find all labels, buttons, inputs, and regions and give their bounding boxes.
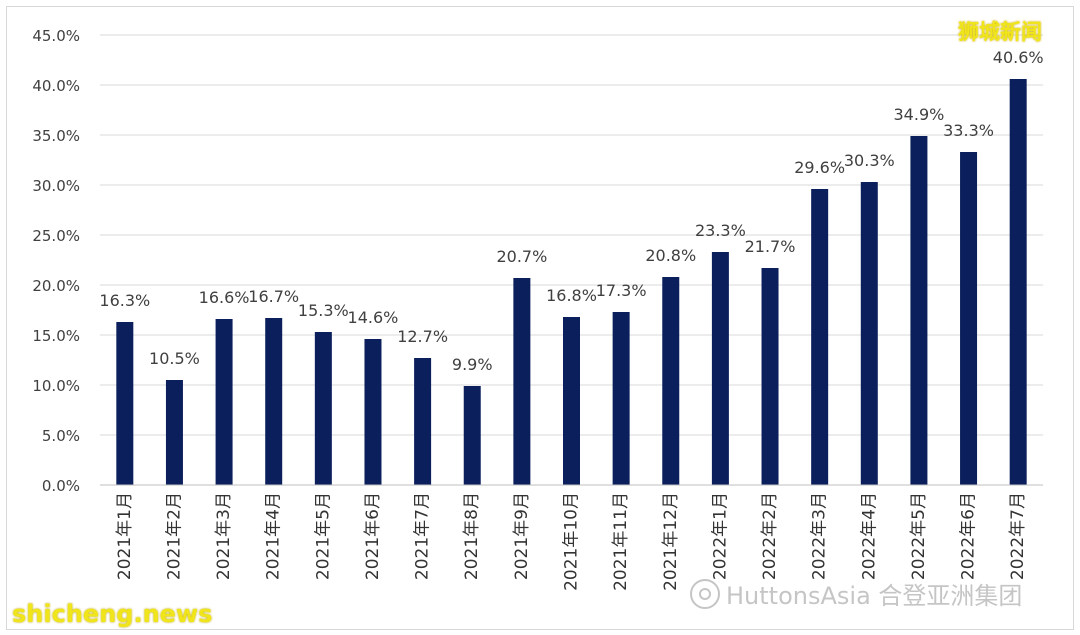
y-tick-label: 40.0%	[32, 77, 80, 95]
x-tick-label: 2021年11月	[611, 492, 631, 591]
y-tick-label: 20.0%	[32, 277, 80, 295]
bar	[314, 332, 332, 485]
x-tick-label: 2021年1月	[115, 492, 135, 580]
x-tick-label: 2022年4月	[859, 492, 879, 580]
bar	[761, 268, 779, 485]
data-label: 23.3%	[695, 221, 746, 240]
bar	[711, 252, 729, 485]
bar	[364, 339, 382, 485]
y-tick-label: 10.0%	[32, 377, 80, 395]
bar	[463, 386, 481, 485]
y-tick-label: 0.0%	[42, 477, 80, 495]
data-label: 20.8%	[645, 246, 696, 265]
y-tick-label: 15.0%	[32, 327, 80, 345]
data-label: 33.3%	[943, 121, 994, 140]
data-label: 29.6%	[794, 158, 845, 177]
bar	[662, 277, 680, 485]
x-tick-label: 2021年8月	[462, 492, 482, 580]
data-label: 16.3%	[99, 291, 150, 310]
huttons-logo-icon	[690, 578, 720, 609]
data-label: 14.6%	[348, 308, 399, 327]
x-tick-label: 2022年6月	[959, 492, 979, 580]
bar	[860, 182, 878, 485]
x-tick-label: 2021年7月	[413, 492, 433, 580]
x-tick-label: 2022年3月	[810, 492, 830, 580]
y-tick-label: 5.0%	[42, 427, 80, 445]
data-label: 15.3%	[298, 301, 349, 320]
bar	[215, 319, 233, 485]
y-tick-label: 25.0%	[32, 227, 80, 245]
chart-frame	[6, 6, 1074, 630]
huttons-watermark-text: HuttonsAsia 合登亚洲集团	[726, 582, 1023, 610]
x-tick-label: 2021年4月	[264, 492, 284, 580]
data-label: 34.9%	[894, 105, 945, 124]
x-tick-label: 2021年10月	[562, 492, 582, 591]
data-label: 30.3%	[844, 151, 895, 170]
data-label: 16.6%	[199, 288, 250, 307]
data-label: 17.3%	[596, 281, 647, 300]
y-tick-label: 30.0%	[32, 177, 80, 195]
data-label: 16.8%	[546, 286, 597, 305]
data-label: 16.7%	[248, 287, 299, 306]
x-tick-label: 2022年5月	[909, 492, 929, 580]
data-label: 40.6%	[993, 48, 1044, 67]
x-tick-label: 2021年9月	[512, 492, 532, 580]
data-label: 20.7%	[496, 247, 547, 266]
x-tick-label: 2022年1月	[710, 492, 730, 580]
y-tick-label: 35.0%	[32, 127, 80, 145]
shicheng-watermark-bottom: shicheng.news	[12, 600, 213, 628]
bar	[165, 380, 183, 485]
bar	[1009, 79, 1027, 485]
x-tick-label: 2021年6月	[363, 492, 383, 580]
data-label: 9.9%	[452, 355, 493, 374]
bar	[910, 136, 928, 485]
bar	[612, 312, 630, 485]
x-tick-label: 2021年2月	[164, 492, 184, 580]
huttons-watermark: HuttonsAsia 合登亚洲集团	[690, 576, 1022, 611]
bar	[414, 358, 432, 485]
bar	[563, 317, 580, 485]
bar	[811, 189, 829, 485]
x-tick-label: 2021年12月	[661, 492, 681, 591]
y-tick-label: 45.0%	[32, 27, 80, 45]
x-tick-label: 2021年5月	[313, 492, 333, 580]
data-label: 21.7%	[745, 237, 796, 256]
x-tick-label: 2022年7月	[1008, 492, 1028, 580]
data-label: 12.7%	[397, 327, 448, 346]
bar	[513, 278, 531, 485]
bar	[265, 318, 283, 485]
bar	[116, 322, 134, 485]
shicheng-watermark-top: 狮城新闻	[958, 20, 1042, 44]
data-label: 10.5%	[149, 349, 200, 368]
bar	[960, 152, 978, 485]
x-tick-label: 2021年3月	[214, 492, 234, 580]
x-tick-label: 2022年2月	[760, 492, 780, 580]
